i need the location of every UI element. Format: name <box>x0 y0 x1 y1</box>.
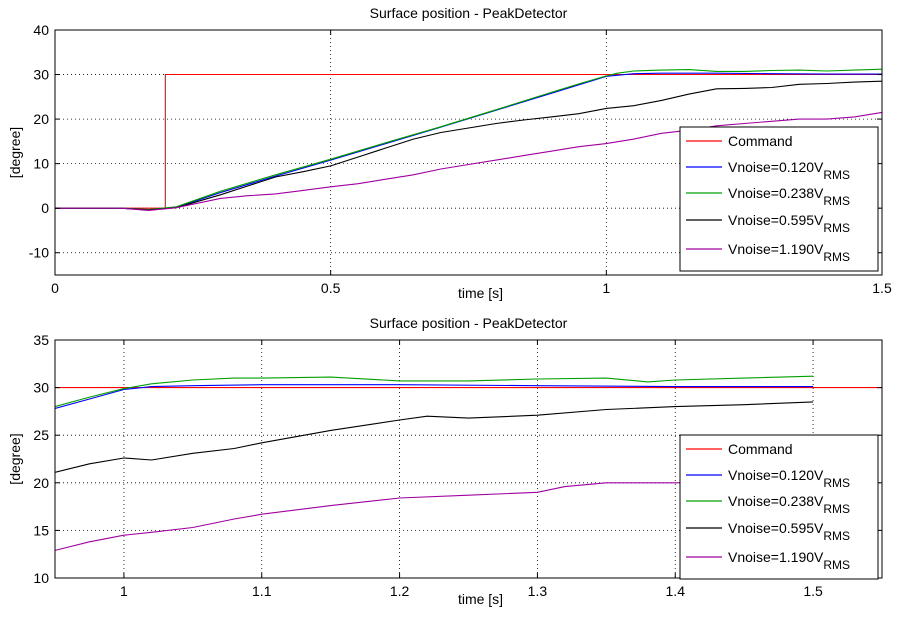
legend: CommandVnoise=0.120VRMSVnoise=0.238VRMSV… <box>679 434 879 580</box>
legend-label-4: Vnoise=0.595VRMS <box>728 520 850 543</box>
legend-label-2: Vnoise=0.120VRMS <box>728 467 850 490</box>
x-tick-label: 0.5 <box>321 280 341 296</box>
x-tick-label: 1 <box>120 583 128 599</box>
legend-label-5: Vnoise=1.190VRMS <box>728 241 850 264</box>
series-line-4 <box>55 401 814 473</box>
chart-title: Surface position - PeakDetector <box>370 5 568 21</box>
chart-title: Surface position - PeakDetector <box>370 315 568 331</box>
series-line-5 <box>55 481 814 551</box>
x-tick-label: 1 <box>602 280 610 296</box>
x-tick-label: 1.3 <box>528 583 548 599</box>
x-tick-label: 1.5 <box>872 280 892 296</box>
y-tick-label: 20 <box>33 475 49 491</box>
y-axis-label: [degree] <box>7 127 23 178</box>
legend-label-main: Vnoise=1.190V <box>728 549 824 565</box>
legend-label-main: Vnoise=0.120V <box>728 467 824 483</box>
x-tick-label: 1.1 <box>252 583 272 599</box>
legend-label-3: Vnoise=0.238VRMS <box>728 493 850 516</box>
legend-label-sub: RMS <box>823 194 850 208</box>
legend-label-main: Command <box>728 441 793 457</box>
legend-label-main: Vnoise=0.595V <box>728 520 824 536</box>
x-tick-label: 1.2 <box>390 583 410 599</box>
chart-panel-2: 1 1.1 1.2 1.3 1.4 1.5 10 15 20 25 30 35 Surface posi… <box>7 315 883 607</box>
series-line-3 <box>55 375 814 408</box>
legend-label-main: Vnoise=0.595V <box>728 212 824 228</box>
legend-label-1: Command <box>728 441 793 457</box>
series-line-2 <box>55 384 814 410</box>
legend-label-main: Vnoise=0.238V <box>728 493 824 509</box>
legend-label-main: Vnoise=0.120V <box>728 159 824 175</box>
y-tick-label: 35 <box>33 332 49 348</box>
y-tick-label: 10 <box>33 570 49 586</box>
legend-label-sub: RMS <box>823 502 850 516</box>
legend-label-1: Command <box>728 133 793 149</box>
y-tick-label: 10 <box>33 156 49 172</box>
series-line-4 <box>55 80 882 211</box>
y-tick-label: 15 <box>33 522 49 538</box>
y-tick-label: 20 <box>33 111 49 127</box>
x-tick-label: 1.4 <box>666 583 686 599</box>
y-tick-label: 30 <box>33 67 49 83</box>
series-line-5 <box>55 111 882 211</box>
axes-box <box>54 339 883 579</box>
legend-label-sub: RMS <box>823 476 850 490</box>
legend-box <box>679 126 879 272</box>
legend-label-4: Vnoise=0.595VRMS <box>728 212 850 235</box>
legend-label-sub: RMS <box>823 168 850 182</box>
x-tick-label: 0 <box>51 280 59 296</box>
legend-label-2: Vnoise=0.120VRMS <box>728 159 850 182</box>
x-axis-label: time [s] <box>458 285 503 301</box>
y-axis-label: [degree] <box>7 433 23 484</box>
legend-box <box>679 434 879 580</box>
y-tick-label: 0 <box>41 200 49 216</box>
x-axis-label: time [s] <box>458 591 503 607</box>
x-tick-label: 1.5 <box>803 583 823 599</box>
legend-label-main: Command <box>728 133 793 149</box>
series-line-3 <box>55 68 882 211</box>
legend-label-sub: RMS <box>823 558 850 572</box>
y-tick-label: 30 <box>33 380 49 396</box>
legend-label-main: Vnoise=0.238V <box>728 185 824 201</box>
y-tick-label: 40 <box>33 22 49 38</box>
legend-label-5: Vnoise=1.190VRMS <box>728 549 850 572</box>
y-tick-label: 25 <box>33 427 49 443</box>
y-tick-label: -10 <box>29 245 49 261</box>
legend-label-sub: RMS <box>823 529 850 543</box>
legend-label-sub: RMS <box>823 221 850 235</box>
axes-box <box>54 29 883 276</box>
legend-label-sub: RMS <box>823 250 850 264</box>
chart-panel-1: 0 0.5 1 1.5 -10 0 10 20 30 40 Surface position - P… <box>7 5 892 301</box>
legend: CommandVnoise=0.120VRMSVnoise=0.238VRMSV… <box>679 126 879 272</box>
legend-label-3: Vnoise=0.238VRMS <box>728 185 850 208</box>
legend-label-main: Vnoise=1.190V <box>728 241 824 257</box>
